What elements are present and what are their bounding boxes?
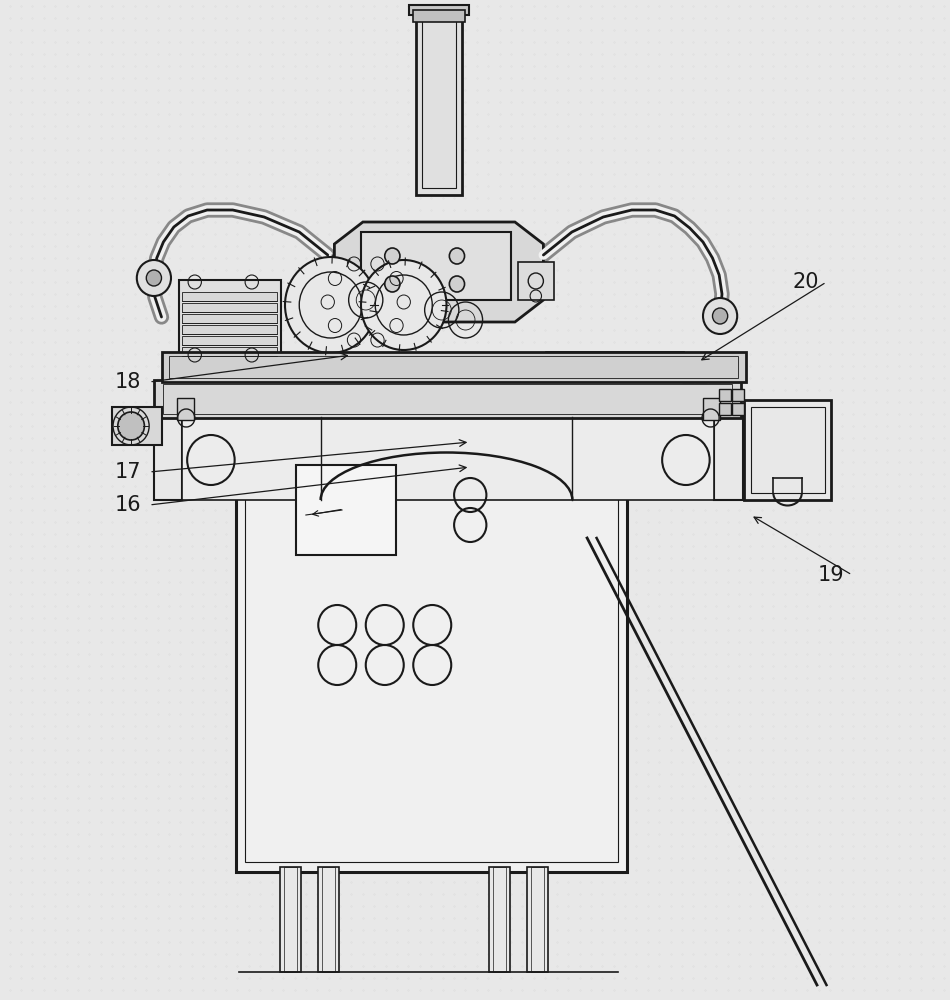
Bar: [182, 292, 277, 301]
Circle shape: [285, 257, 376, 353]
Bar: [744, 400, 831, 500]
Circle shape: [449, 276, 465, 292]
Circle shape: [118, 412, 144, 440]
Bar: [361, 232, 511, 300]
Bar: [318, 867, 339, 972]
Bar: [518, 262, 554, 300]
Bar: [182, 347, 277, 356]
Bar: [179, 280, 281, 360]
Bar: [527, 867, 548, 972]
Text: 20: 20: [792, 272, 819, 292]
Bar: [703, 398, 720, 420]
Bar: [177, 398, 194, 420]
Bar: [112, 407, 162, 445]
Bar: [408, 5, 469, 15]
Bar: [236, 417, 627, 872]
Bar: [154, 415, 182, 500]
Bar: [182, 415, 714, 500]
Text: 16: 16: [115, 495, 142, 515]
Bar: [182, 303, 277, 312]
Bar: [546, 352, 684, 370]
Bar: [682, 358, 694, 382]
Bar: [695, 358, 707, 382]
Bar: [422, 16, 456, 188]
Bar: [163, 384, 732, 414]
Circle shape: [703, 298, 737, 334]
Bar: [322, 867, 335, 972]
Circle shape: [361, 260, 446, 350]
Bar: [732, 403, 744, 415]
Bar: [719, 403, 731, 415]
Bar: [489, 867, 510, 972]
Bar: [182, 325, 277, 334]
Bar: [493, 867, 506, 972]
Bar: [182, 336, 277, 345]
Circle shape: [385, 276, 400, 292]
Bar: [750, 407, 825, 493]
Circle shape: [449, 248, 465, 264]
Bar: [416, 10, 462, 195]
Bar: [154, 380, 741, 418]
Bar: [732, 389, 744, 401]
Bar: [531, 867, 544, 972]
Polygon shape: [334, 222, 543, 322]
Bar: [709, 358, 720, 382]
Bar: [296, 465, 396, 555]
Bar: [413, 10, 465, 22]
Circle shape: [712, 308, 728, 324]
Text: 18: 18: [115, 372, 142, 392]
Circle shape: [385, 248, 400, 264]
Bar: [162, 352, 746, 382]
Circle shape: [137, 260, 171, 296]
Bar: [719, 389, 731, 401]
Bar: [169, 356, 738, 378]
Text: 19: 19: [818, 565, 845, 585]
Bar: [714, 415, 743, 500]
Bar: [284, 867, 297, 972]
Text: 17: 17: [115, 462, 142, 482]
Circle shape: [146, 270, 162, 286]
Bar: [245, 427, 618, 862]
Bar: [182, 314, 277, 323]
Bar: [280, 867, 301, 972]
